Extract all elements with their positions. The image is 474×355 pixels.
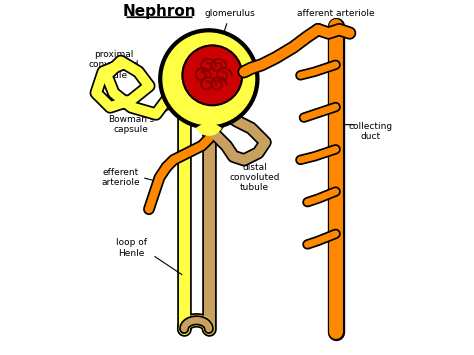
Text: loop of
Henle: loop of Henle	[116, 238, 147, 258]
Circle shape	[163, 33, 255, 125]
Text: proximal
convoluted
tubule: proximal convoluted tubule	[89, 50, 139, 80]
Text: Bowman's
capsule: Bowman's capsule	[108, 115, 155, 134]
Text: afferent arteriole: afferent arteriole	[297, 9, 374, 29]
Wedge shape	[197, 121, 221, 135]
Circle shape	[159, 29, 259, 129]
Text: glomerulus: glomerulus	[205, 9, 255, 55]
Circle shape	[182, 45, 242, 105]
Text: distal
convoluted
tubule: distal convoluted tubule	[229, 163, 280, 192]
Text: collecting
duct: collecting duct	[349, 122, 393, 141]
Text: Nephron: Nephron	[123, 5, 196, 20]
Text: efferent
arteriole: efferent arteriole	[101, 168, 140, 187]
